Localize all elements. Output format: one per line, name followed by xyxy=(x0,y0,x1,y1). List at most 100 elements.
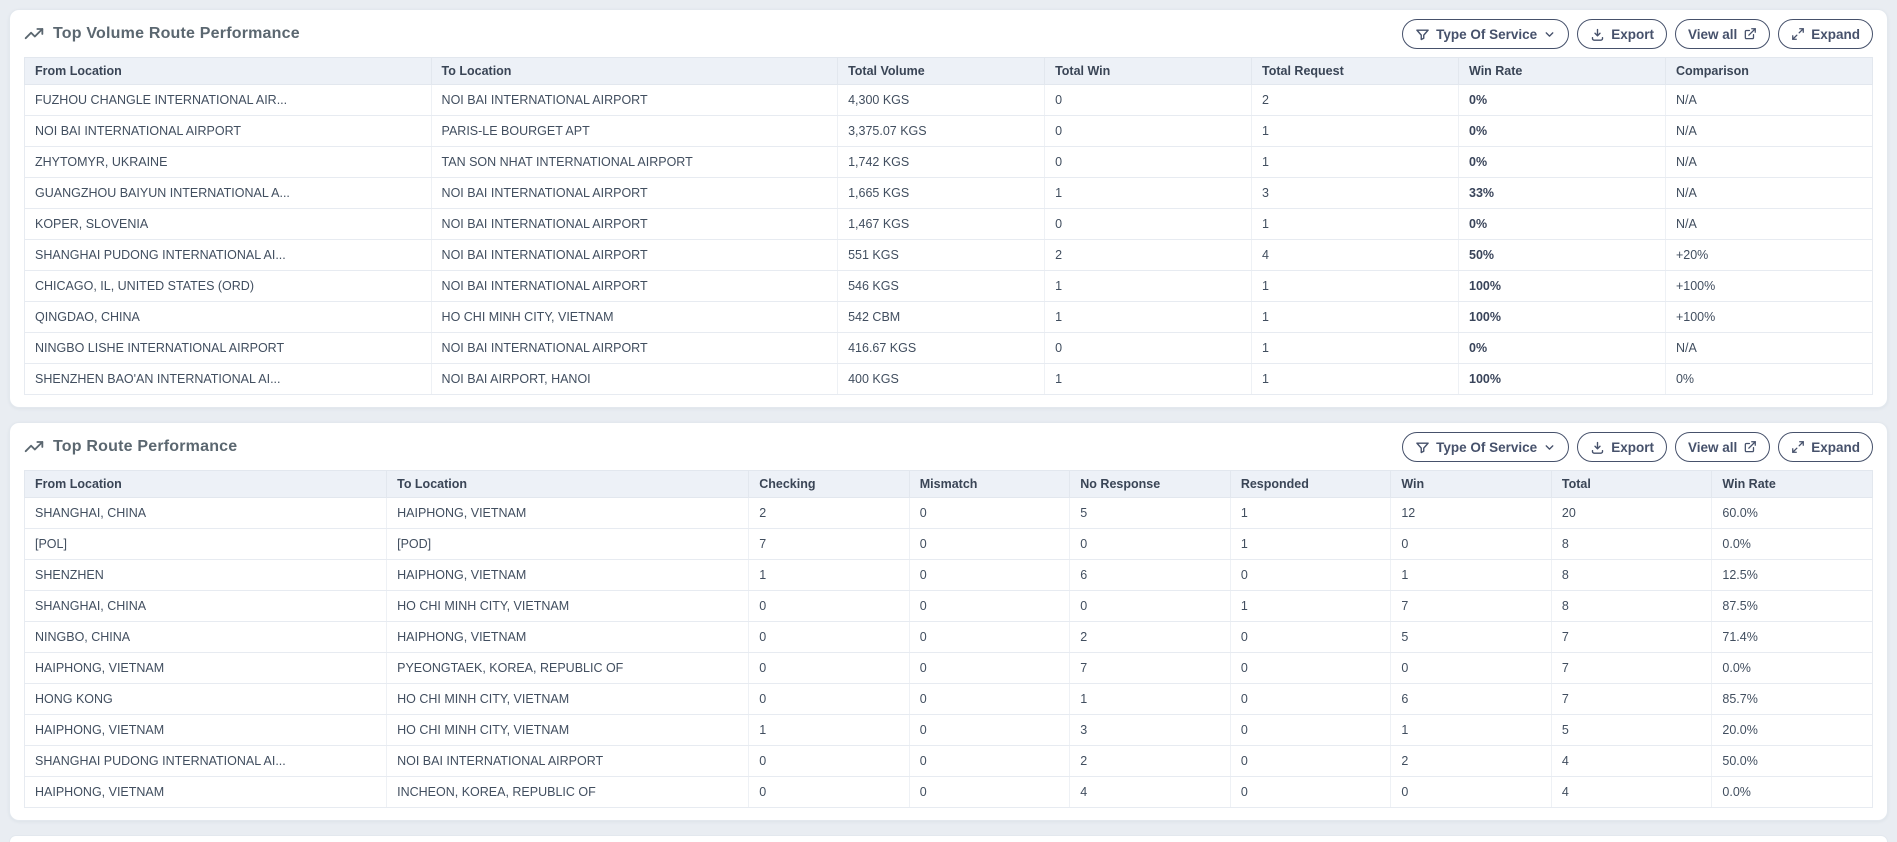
column-header: Responded xyxy=(1229,470,1392,498)
table-row: HAIPHONG, VIETNAM INCHEON, KOREA, REPUBLI… xyxy=(23,776,1873,808)
table-cell: 3 xyxy=(1251,177,1459,209)
table-cell: 0 xyxy=(748,590,910,622)
table-cell: 0 xyxy=(1390,652,1552,684)
table-cell: 0 xyxy=(908,714,1071,746)
table-cell: 1,665 KGS xyxy=(837,177,1046,209)
table-cell: 6 xyxy=(1069,559,1231,591)
view-all-button[interactable]: View all xyxy=(1674,432,1771,462)
table-cell: SHANGHAI, CHINA xyxy=(23,497,388,529)
table-cell: NINGBO LISHE INTERNATIONAL AIRPORT xyxy=(24,332,432,364)
table-cell: HO CHI MINH CITY, VIETNAM xyxy=(386,683,750,715)
table-cell: 0 xyxy=(1229,714,1392,746)
table-cell: N/A xyxy=(1664,177,1874,209)
table-row: NINGBO, CHINA HAIPHONG, VIETNAM 0 0 2 0 5 7 71.4… xyxy=(23,621,1873,653)
table-row: HAIPHONG, VIETNAM PYEONGTAEK, KOREA, REPU… xyxy=(23,652,1873,684)
table-cell: 87.5% xyxy=(1711,590,1873,622)
expand-button[interactable]: Expand xyxy=(1778,19,1873,49)
table-cell: 0% xyxy=(1664,363,1874,395)
table-cell: NINGBO, CHINA xyxy=(23,621,388,653)
table-cell: 2 xyxy=(1069,621,1231,653)
table-cell: 4,300 KGS xyxy=(837,84,1046,116)
table-cell: 20 xyxy=(1550,497,1713,529)
filter-icon xyxy=(1416,28,1429,40)
table-body: FUZHOU CHANGLE INTERNATIONAL AIR... NOI B… xyxy=(24,84,1874,395)
table-cell: 2 xyxy=(1390,745,1552,777)
trending-up-icon xyxy=(24,28,44,40)
table-cell: 7 xyxy=(1550,652,1713,684)
view-all-label: View all xyxy=(1687,439,1738,455)
table-cell: 7 xyxy=(1550,621,1713,653)
table-cell: 546 KGS xyxy=(837,270,1046,302)
table-cell: [POD] xyxy=(386,528,750,560)
type-of-service-dropdown[interactable]: Type Of Service xyxy=(1402,19,1570,49)
table-cell: 0 xyxy=(1044,84,1253,116)
table-cell: 551 KGS xyxy=(837,239,1046,271)
table-cell: HAIPHONG, VIETNAM xyxy=(23,714,388,746)
table-cell: 0% xyxy=(1458,332,1666,364)
table-cell: 1 xyxy=(1390,559,1552,591)
table-cell: 0.0% xyxy=(1711,528,1873,560)
table-cell: 1 xyxy=(1229,497,1392,529)
top-volume-route-table: From Location To Location Total Volume Tota… xyxy=(24,57,1874,395)
type-of-service-dropdown[interactable]: Type Of Service xyxy=(1402,432,1570,462)
top-route-performance-card: Top Route Performance Type Of Service Ex… xyxy=(9,422,1888,821)
table-row: CHICAGO, IL, UNITED STATES (ORD) NOI BAI … xyxy=(24,270,1874,302)
expand-button[interactable]: Expand xyxy=(1778,432,1873,462)
download-icon xyxy=(1592,28,1604,41)
table-row: FUZHOU CHANGLE INTERNATIONAL AIR... NOI B… xyxy=(24,84,1874,116)
table-cell: 0 xyxy=(748,776,910,808)
column-header: Total Request xyxy=(1251,57,1459,85)
table-cell: NOI BAI INTERNATIONAL AIRPORT xyxy=(430,177,839,209)
table-cell: KOPER, SLOVENIA xyxy=(24,208,432,240)
table-row: HONG KONG HO CHI MINH CITY, VIETNAM 0 0 1 0 6 7… xyxy=(23,683,1873,715)
table-cell: 4 xyxy=(1550,776,1713,808)
table-cell: 0% xyxy=(1458,208,1666,240)
table-cell: 0 xyxy=(908,683,1071,715)
next-card-top-edge xyxy=(9,835,1888,842)
table-cell: 1,467 KGS xyxy=(837,208,1046,240)
download-icon xyxy=(1592,441,1604,454)
expand-label: Expand xyxy=(1811,26,1860,42)
type-of-service-label: Type Of Service xyxy=(1436,439,1538,455)
table-cell: 0.0% xyxy=(1711,776,1873,808)
table-cell: HAIPHONG, VIETNAM xyxy=(386,497,750,529)
table-body: SHANGHAI, CHINA HAIPHONG, VIETNAM 2 0 5 1 12 20… xyxy=(23,497,1873,808)
table-cell: 1 xyxy=(1044,270,1253,302)
export-button[interactable]: Export xyxy=(1577,432,1667,462)
table-cell: 0 xyxy=(1044,332,1253,364)
table-cell: NOI BAI INTERNATIONAL AIRPORT xyxy=(430,332,839,364)
view-all-button[interactable]: View all xyxy=(1674,19,1771,49)
table-cell: 85.7% xyxy=(1711,683,1873,715)
table-cell: 0 xyxy=(908,559,1071,591)
table-cell: HAIPHONG, VIETNAM xyxy=(23,776,388,808)
table-cell: 7 xyxy=(1550,683,1713,715)
table-row: SHANGHAI, CHINA HAIPHONG, VIETNAM 2 0 5 1 12 20… xyxy=(23,497,1873,529)
table-cell: 0 xyxy=(908,528,1071,560)
column-header: Total Win xyxy=(1044,57,1253,85)
card-actions: Type Of Service Export View all Expand xyxy=(1402,432,1873,462)
table-cell: HAIPHONG, VIETNAM xyxy=(386,559,750,591)
table-cell: 0 xyxy=(1069,590,1231,622)
table-cell: 0% xyxy=(1458,84,1666,116)
table-cell: 4 xyxy=(1069,776,1231,808)
table-row: SHANGHAI PUDONG INTERNATIONAL AI... NOI B… xyxy=(23,745,1873,777)
table-cell: NOI BAI INTERNATIONAL AIRPORT xyxy=(430,270,839,302)
table-cell: HO CHI MINH CITY, VIETNAM xyxy=(430,301,839,333)
table-cell: CHICAGO, IL, UNITED STATES (ORD) xyxy=(24,270,432,302)
column-header: Checking xyxy=(748,470,910,498)
table-cell: 1 xyxy=(1251,208,1459,240)
expand-icon xyxy=(1792,441,1805,453)
table-cell: 0 xyxy=(1390,776,1552,808)
table-cell: 0 xyxy=(1044,208,1253,240)
table-cell: QINGDAO, CHINA xyxy=(24,301,432,333)
export-button[interactable]: Export xyxy=(1577,19,1667,49)
table-cell: 50% xyxy=(1458,239,1666,271)
table-cell: 60.0% xyxy=(1711,497,1873,529)
card-actions: Type Of Service Export View all Expand xyxy=(1402,19,1873,49)
table-cell: 0 xyxy=(1229,776,1392,808)
table-cell: PARIS-LE BOURGET APT xyxy=(430,115,839,147)
table-cell: SHANGHAI PUDONG INTERNATIONAL AI... xyxy=(24,239,432,271)
table-cell: 1 xyxy=(748,714,910,746)
table-cell: 4 xyxy=(1251,239,1459,271)
table-cell: 1,742 KGS xyxy=(837,146,1046,178)
